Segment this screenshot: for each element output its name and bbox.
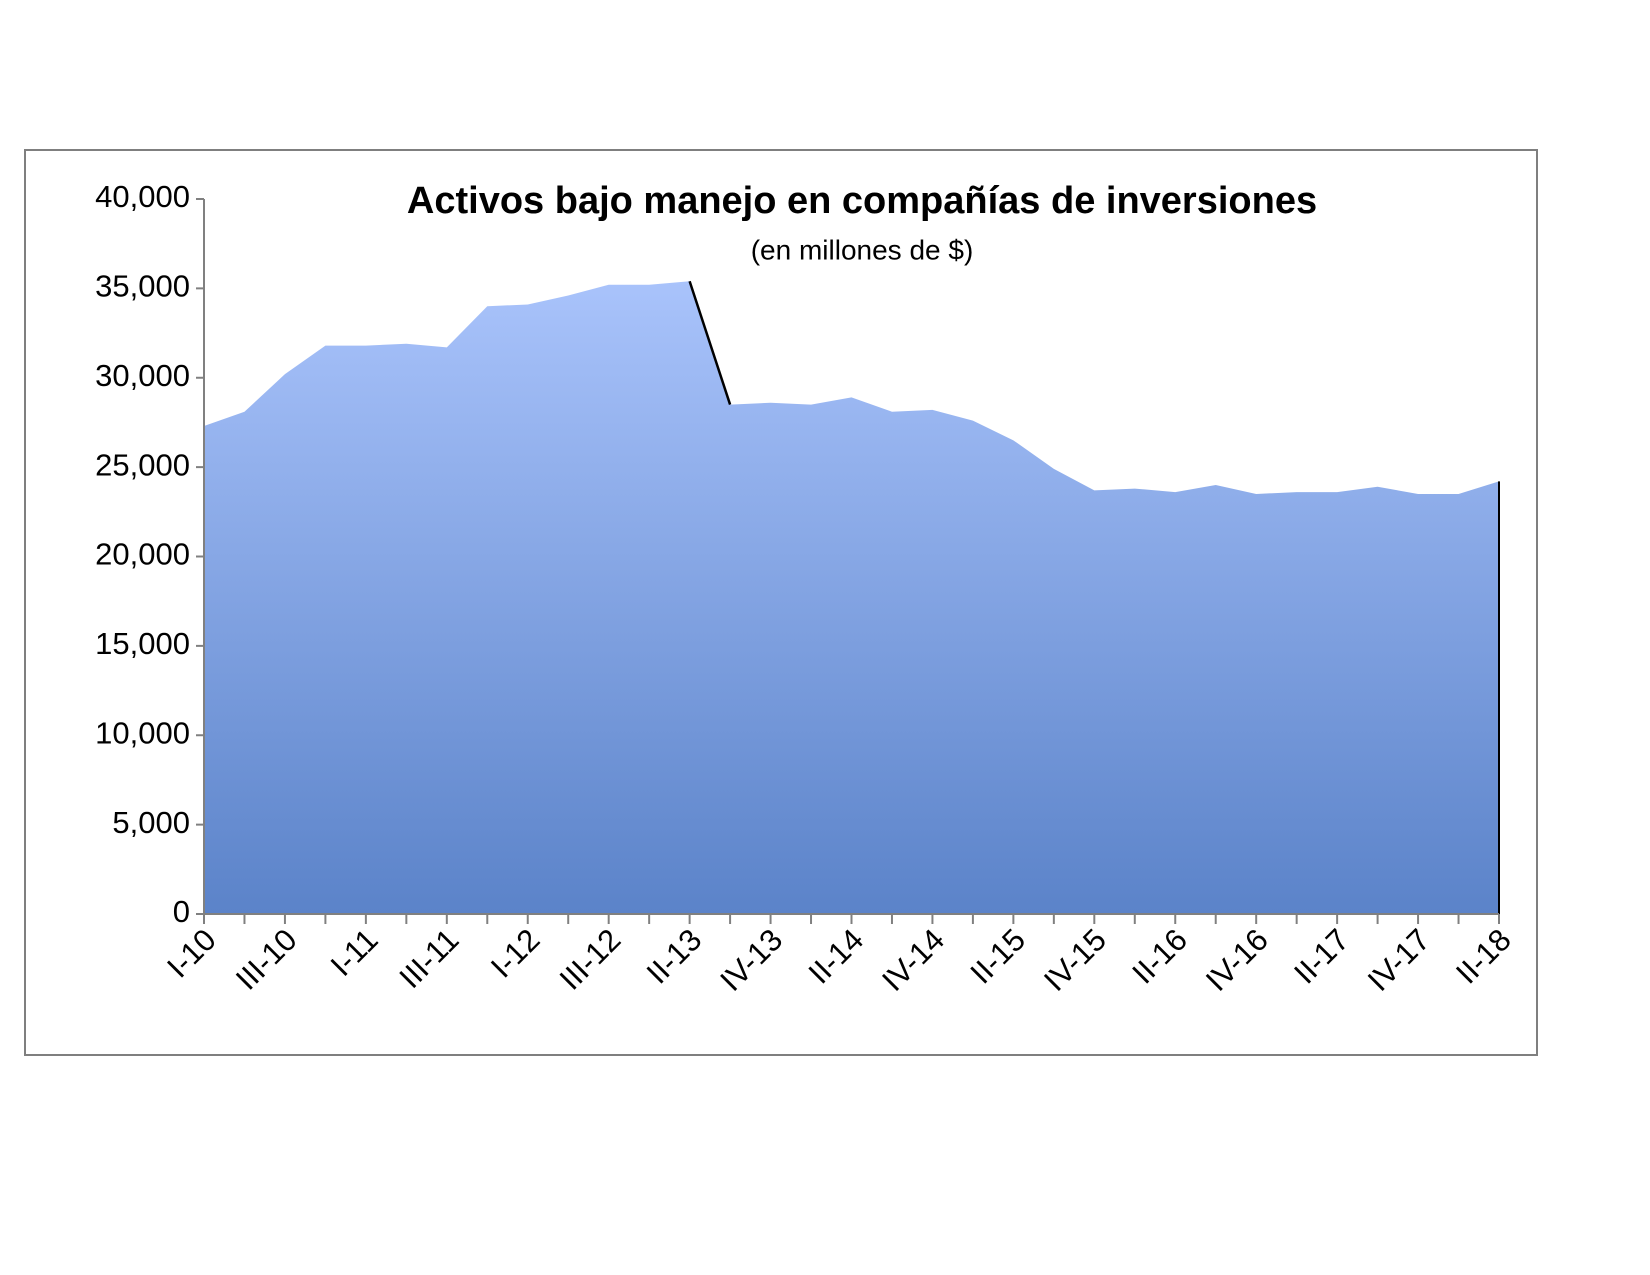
y-tick-label: 10,000 (95, 715, 190, 750)
area (204, 281, 1499, 915)
chart-title: Activos bajo manejo en compañías de inve… (407, 180, 1317, 222)
y-tick-label: 5,000 (112, 805, 190, 840)
chart-subtitle: (en millones de $) (751, 234, 974, 265)
y-tick-label: 25,000 (95, 447, 190, 482)
y-tick-label: 40,000 (95, 179, 190, 214)
y-tick-label: 0 (173, 894, 190, 929)
y-tick-label: 30,000 (95, 358, 190, 393)
drop-line (688, 280, 732, 405)
y-tick-label: 20,000 (95, 537, 190, 572)
y-tick-label: 15,000 (95, 626, 190, 661)
y-tick-label: 35,000 (95, 269, 190, 304)
